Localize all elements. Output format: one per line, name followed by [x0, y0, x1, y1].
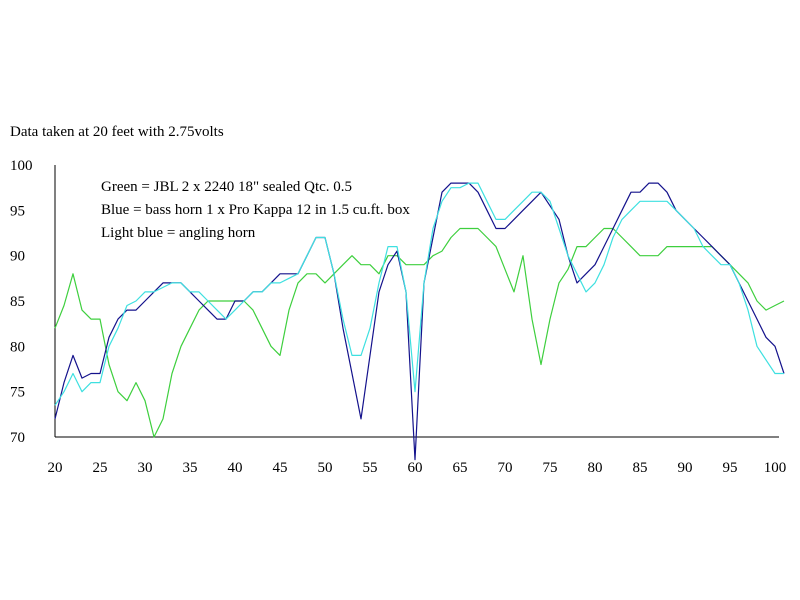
y-tick-label: 75	[10, 385, 25, 401]
series-line-0	[54, 227, 785, 438]
x-tick-label: 75	[543, 460, 558, 476]
x-tick-label: 45	[273, 460, 288, 476]
y-tick-label: 90	[10, 249, 25, 265]
chart-title: Data taken at 20 feet with 2.75volts	[10, 124, 224, 140]
x-tick-label: 65	[453, 460, 468, 476]
series-line-2	[54, 182, 784, 406]
x-tick-label: 20	[48, 460, 63, 476]
x-tick-label: 55	[363, 460, 378, 476]
x-tick-label: 30	[138, 460, 153, 476]
x-tick-label: 25	[93, 460, 108, 476]
x-tick-label: 50	[318, 460, 333, 476]
x-tick-label: 90	[678, 460, 693, 476]
y-tick-label: 85	[10, 294, 25, 310]
x-tick-label: 100	[764, 460, 787, 476]
x-tick-label: 40	[228, 460, 243, 476]
y-tick-label: 100	[10, 158, 33, 174]
x-axis-ticks: 20 25 30 35 40 45 50 55 60 65 70 75 80 85 90 95 100	[48, 460, 787, 476]
x-tick-label: 70	[498, 460, 513, 476]
y-axis-ticks: 70 75 80 85 90 95 100	[10, 158, 33, 446]
annotation-light-blue: Light blue = angling horn	[101, 225, 256, 241]
x-tick-label: 95	[723, 460, 738, 476]
annotation-blue: Blue = bass horn 1 x Pro Kappa 12 in 1.5…	[101, 202, 410, 218]
y-tick-label: 70	[10, 430, 25, 446]
series-lines	[54, 182, 785, 461]
x-tick-label: 35	[183, 460, 198, 476]
x-tick-label: 80	[588, 460, 603, 476]
chart-annotations: Green = JBL 2 x 2240 18" sealed Qtc. 0.5…	[101, 176, 410, 245]
x-tick-label: 85	[633, 460, 648, 476]
x-tick-label: 60	[408, 460, 423, 476]
annotation-green: Green = JBL 2 x 2240 18" sealed Qtc. 0.5	[101, 179, 353, 195]
y-tick-label: 95	[10, 203, 25, 219]
y-tick-label: 80	[10, 339, 25, 355]
